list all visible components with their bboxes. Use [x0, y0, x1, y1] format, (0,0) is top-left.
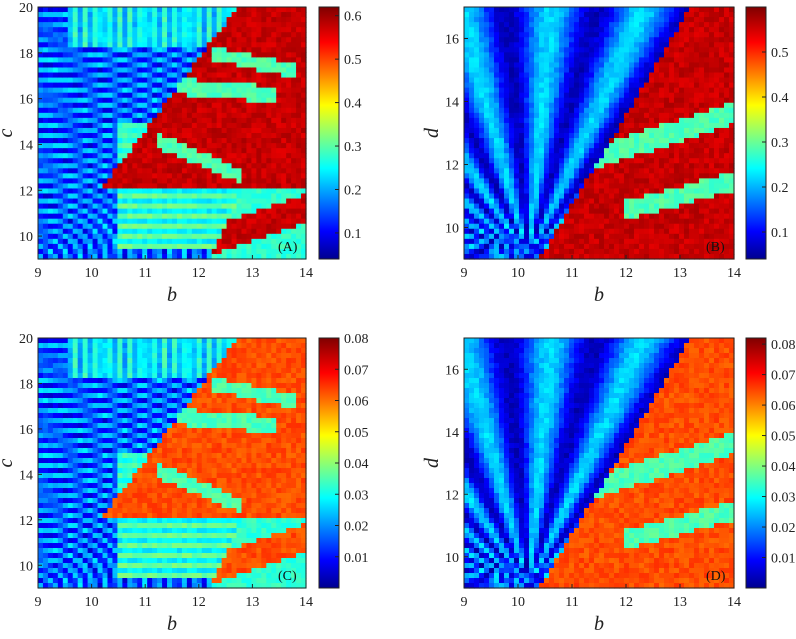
colorbar-tick-label: 0.3 — [771, 136, 789, 151]
x-tick-label: 9 — [35, 266, 42, 281]
x-tick-label: 13 — [245, 595, 259, 610]
plot-frame — [37, 6, 307, 260]
x-axis-label: b — [167, 284, 177, 306]
y-tick-label: 20 — [19, 332, 33, 347]
x-tick-label: 14 — [727, 266, 741, 281]
heatmap-panel-4: 9 10 11 12 13 14 10 12 14 16 b d (D) 0.01 0.02 0.03 0.04… — [421, 337, 796, 635]
y-axis-label: c — [0, 458, 17, 467]
panel-label: (A) — [278, 240, 298, 255]
y-tick-label: 10 — [445, 551, 459, 566]
colorbar-tick-label: 0.3 — [344, 140, 362, 155]
colorbar-tick-label: 0.4 — [771, 91, 789, 106]
x-tick-label: 11 — [138, 266, 151, 281]
y-tick-label: 12 — [445, 159, 459, 174]
panel-label: (B) — [706, 240, 725, 255]
colorbar — [745, 337, 767, 589]
y-tick-label: 20 — [19, 1, 33, 16]
colorbar-tick-label: 0.2 — [771, 181, 789, 196]
colorbar-tick-label: 0.07 — [344, 363, 369, 378]
x-tick-label: 13 — [673, 266, 687, 281]
x-tick-label: 11 — [565, 266, 578, 281]
x-tick-label: 11 — [565, 595, 578, 610]
x-axis-label: b — [594, 284, 604, 306]
colorbar — [318, 6, 340, 260]
y-tick-label: 18 — [19, 47, 33, 62]
heatmap-image — [464, 7, 735, 260]
x-tick-label: 11 — [138, 595, 151, 610]
colorbar-tick-label: 0.1 — [344, 227, 362, 242]
colorbar-tick-label: 0.5 — [344, 53, 362, 68]
colorbar-tick-label: 0.2 — [344, 183, 362, 198]
y-tick-label: 14 — [19, 138, 33, 153]
x-tick-label: 9 — [35, 595, 42, 610]
y-tick-label: 12 — [19, 514, 33, 529]
y-tick-label: 16 — [19, 93, 33, 108]
colorbar-tick-label: 0.03 — [344, 488, 369, 503]
colorbar-tick-label: 0.08 — [771, 338, 796, 353]
y-tick-label: 10 — [19, 559, 33, 574]
y-tick-label: 16 — [19, 423, 33, 438]
y-tick-label: 16 — [445, 363, 459, 378]
colorbar-tick-label: 0.05 — [771, 430, 796, 445]
colorbar-tick-label: 0.02 — [771, 521, 796, 536]
x-tick-label: 10 — [85, 595, 99, 610]
colorbar-tick-label: 0.01 — [771, 552, 796, 567]
heatmap-panel-3: 9 10 11 12 13 14 10 12 14 16 18 20 b c (C) 0.01 0.02 0.03… — [0, 332, 369, 635]
x-tick-label: 14 — [299, 266, 313, 281]
x-tick-label: 10 — [511, 266, 525, 281]
x-tick-label: 10 — [511, 595, 525, 610]
y-tick-label: 18 — [19, 377, 33, 392]
y-tick-label: 14 — [445, 426, 459, 441]
y-tick-label: 12 — [445, 488, 459, 503]
colorbar-tick-label: 0.02 — [344, 520, 369, 535]
y-tick-label: 12 — [19, 184, 33, 199]
x-tick-label: 9 — [461, 266, 468, 281]
colorbar-tick-label: 0.03 — [771, 491, 796, 506]
x-tick-label: 12 — [192, 595, 206, 610]
y-axis-label: d — [421, 457, 443, 468]
colorbar-tick-label: 0.04 — [771, 460, 796, 475]
y-tick-label: 14 — [445, 96, 459, 111]
colorbar-tick-label: 0.06 — [344, 395, 369, 410]
x-axis-label: b — [594, 613, 604, 635]
heatmap-panel-2: 9 10 11 12 13 14 10 12 14 16 b d (B) 0.1 0.2 0.3 0.4 0.5 — [421, 6, 789, 306]
x-axis-label: b — [167, 613, 177, 635]
x-tick-label: 12 — [619, 595, 633, 610]
plot-frame — [463, 6, 735, 260]
heatmap-image — [38, 7, 307, 260]
x-tick-label: 14 — [727, 595, 741, 610]
heatmap-image — [464, 338, 735, 589]
y-axis-label: d — [421, 127, 443, 138]
plot-frame — [463, 337, 735, 589]
heatmap-panel-1: 9 10 11 12 13 14 10 12 14 16 18 20 b c (A) 0.1 0.2 0.3 0.4… — [0, 1, 362, 306]
x-tick-label: 12 — [619, 266, 633, 281]
colorbar-tick-label: 0.07 — [771, 369, 796, 384]
colorbar — [745, 6, 767, 260]
x-tick-label: 13 — [673, 595, 687, 610]
y-tick-label: 16 — [445, 33, 459, 48]
colorbar-tick-label: 0.5 — [771, 46, 789, 61]
colorbar-tick-label: 0.08 — [344, 332, 369, 347]
panel-label: (D) — [706, 569, 726, 584]
heatmap-image — [38, 338, 307, 589]
x-tick-label: 14 — [299, 595, 313, 610]
y-tick-label: 14 — [19, 468, 33, 483]
y-tick-label: 10 — [445, 222, 459, 237]
plot-frame — [37, 337, 307, 589]
x-tick-label: 10 — [85, 266, 99, 281]
x-tick-label: 9 — [461, 595, 468, 610]
colorbar-tick-label: 0.04 — [344, 457, 369, 472]
colorbar-tick-label: 0.05 — [344, 426, 369, 441]
colorbar-tick-label: 0.01 — [344, 551, 369, 566]
colorbar-tick-label: 0.4 — [344, 97, 362, 112]
colorbar-tick-label: 0.06 — [771, 399, 796, 414]
colorbar-tick-label: 0.1 — [771, 226, 789, 241]
y-tick-label: 10 — [19, 230, 33, 245]
panel-label: (C) — [278, 569, 297, 584]
x-tick-label: 13 — [245, 266, 259, 281]
colorbar-tick-label: 0.6 — [344, 10, 362, 25]
y-axis-label: c — [0, 128, 17, 137]
x-tick-label: 12 — [192, 266, 206, 281]
